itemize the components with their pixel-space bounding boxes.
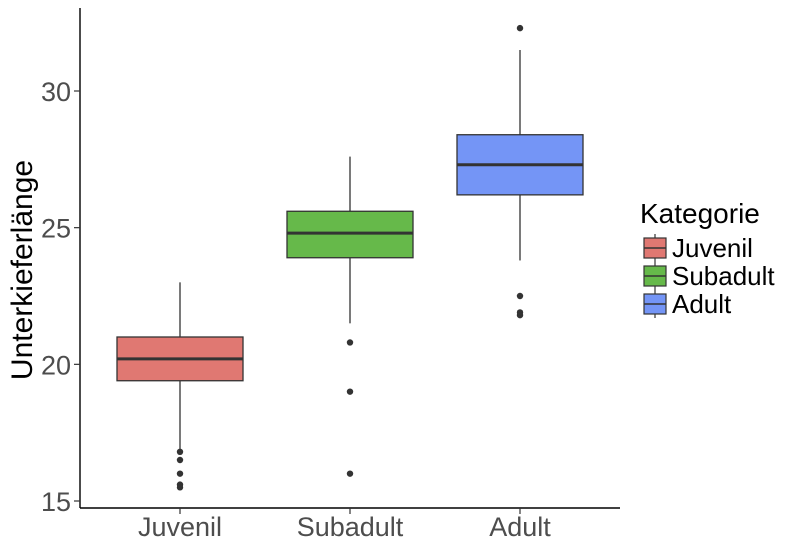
outlier-point xyxy=(346,470,354,477)
legend-item-subadult: Subadult xyxy=(643,261,775,291)
outlier-point xyxy=(176,470,184,477)
box-subadult xyxy=(286,156,414,477)
x-tick-label-juvenil: Juvenil xyxy=(138,512,222,542)
legend-label: Subadult xyxy=(672,261,775,291)
x-tick-label-subadult: Subadult xyxy=(297,512,404,542)
legend-title: Kategorie xyxy=(640,198,760,229)
y-tick-label: 25 xyxy=(41,214,71,244)
outlier-point xyxy=(176,448,184,455)
legend-item-juvenil: Juvenil xyxy=(643,233,753,263)
legend-label: Juvenil xyxy=(672,233,753,263)
x-tick-label-adult: Adult xyxy=(489,512,551,542)
outlier-point xyxy=(516,24,524,32)
outlier-point xyxy=(176,456,184,464)
box-adult xyxy=(456,24,584,319)
outlier-point xyxy=(346,339,354,346)
legend-label: Adult xyxy=(672,289,732,319)
y-tick-label: 15 xyxy=(41,487,71,517)
outlier-point xyxy=(516,292,524,300)
outlier-point xyxy=(516,311,524,319)
y-axis-title: Unterkieferlänge xyxy=(6,160,39,380)
outlier-point xyxy=(346,388,354,395)
outlier-point xyxy=(176,484,184,491)
y-tick-label: 30 xyxy=(41,77,71,107)
box-juvenil xyxy=(116,282,244,491)
legend-item-adult: Adult xyxy=(643,289,732,319)
y-tick-label: 20 xyxy=(41,350,71,380)
